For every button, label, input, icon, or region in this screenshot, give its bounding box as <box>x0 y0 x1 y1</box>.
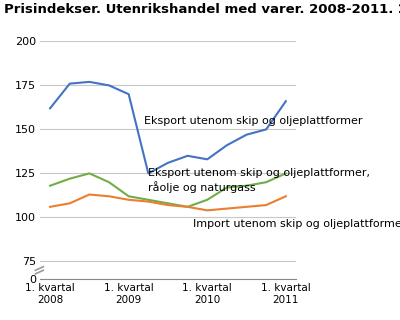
Text: Eksport utenom skip og oljeplattformer,
råolje og naturgass: Eksport utenom skip og oljeplattformer, … <box>148 168 370 193</box>
Text: Prisindekser. Utenrikshandel med varer. 2008-2011. 2000=100: Prisindekser. Utenrikshandel med varer. … <box>4 3 400 16</box>
Text: Import utenom skip og oljeplattformer: Import utenom skip og oljeplattformer <box>194 219 400 229</box>
Text: Eksport utenom skip og oljeplattformer: Eksport utenom skip og oljeplattformer <box>144 116 363 126</box>
